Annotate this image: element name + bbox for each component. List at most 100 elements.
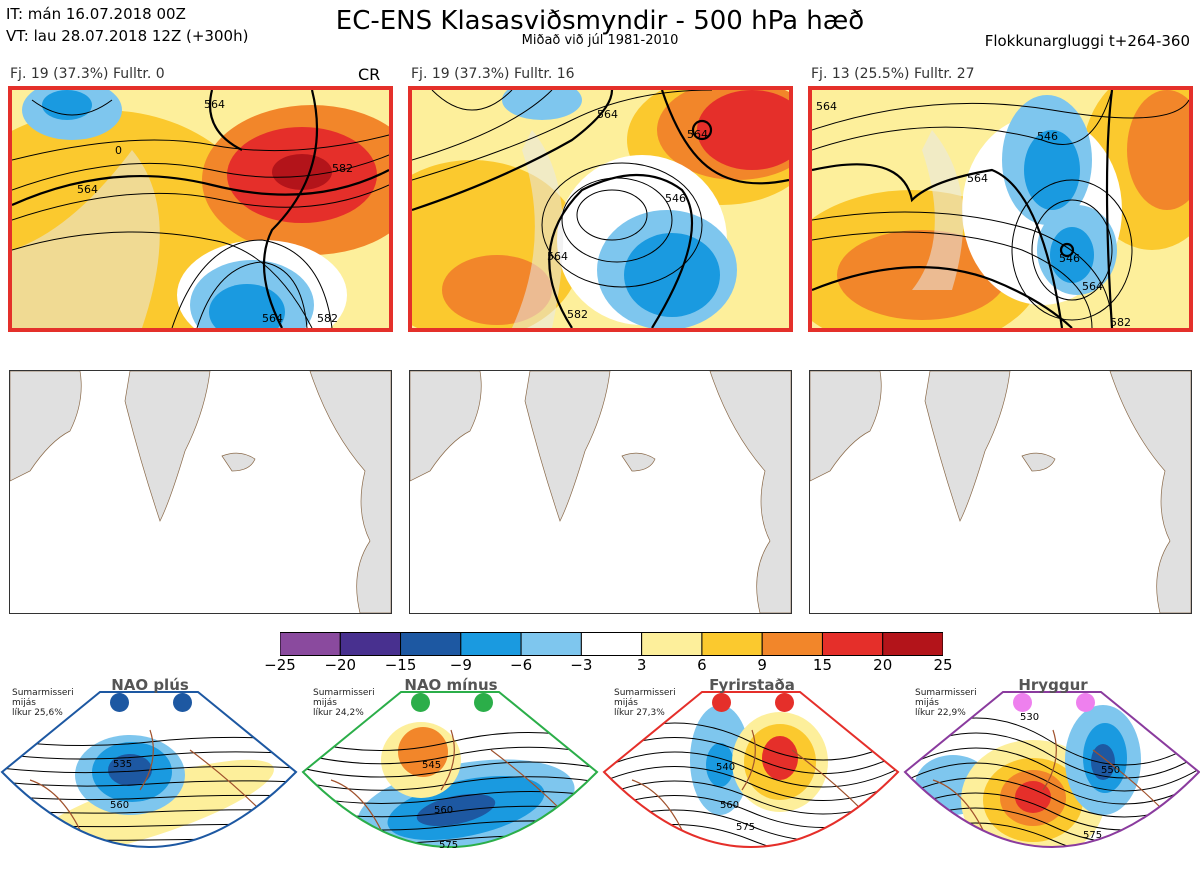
regime-note-line: mijás [915, 698, 939, 708]
height-contour [303, 776, 597, 791]
cluster-map-1: 564 564 582 564 582 0 [8, 86, 393, 332]
land-europe [309, 371, 391, 613]
height-contour [303, 746, 597, 765]
contour-label: 545 [422, 760, 441, 771]
contours [812, 90, 1189, 328]
cluster-map-3-plot: 564 546 564 546 564 582 [812, 90, 1189, 328]
colorbar [279, 632, 944, 656]
land-greenland [924, 371, 1011, 522]
regime-map-3: 540 560 575 [602, 690, 900, 874]
anomaly-area [706, 743, 734, 787]
land-canada [810, 371, 882, 482]
height-contour [303, 790, 597, 805]
land-canada [10, 371, 82, 482]
regime-marker-dot [1013, 693, 1032, 712]
colorbar-tick-label: 25 [933, 656, 953, 674]
contour-label: 564 [597, 108, 618, 121]
basemap-panel-1 [9, 370, 392, 614]
contour-label: 564 [967, 172, 988, 185]
regime-map-plot: 535 560 [0, 691, 298, 848]
regime-map-plot: 540 560 575 [602, 691, 900, 848]
land-iceland [221, 452, 256, 472]
colorbar-swatch [882, 632, 944, 656]
height-contour [2, 780, 296, 787]
regime-frame [602, 691, 900, 848]
contour-label: 560 [434, 805, 453, 816]
page-subtitle: Miðað við júl 1981-2010 [521, 33, 679, 48]
basemap-2-plot [410, 371, 791, 613]
colorbar-tick-label: 6 [697, 656, 707, 674]
colorbar-tick-label: 9 [757, 656, 767, 674]
height-contour [2, 736, 296, 747]
land-greenland [12, 150, 160, 328]
contour-label: 540 [716, 762, 735, 773]
regime-note-line: Sumarmisseri [313, 688, 375, 698]
height-contour [303, 761, 597, 778]
colorbar-swatch [580, 632, 643, 656]
regime-note-line: líkur 25,6% [12, 708, 63, 718]
contour-label: 546 [665, 192, 686, 205]
regime-marker-dot [110, 693, 129, 712]
contour-labels: 564 564 582 564 582 0 [77, 98, 353, 325]
height-contour [905, 762, 1199, 805]
regime-title: NAO mínus [404, 676, 498, 694]
colorbar-swatch [821, 632, 884, 656]
colorbar-tick-label: −15 [384, 656, 417, 674]
clustering-window: Flokkunargluggi t+264-360 [984, 32, 1190, 50]
regime-frame [301, 691, 599, 848]
colorbar-tick-label: −20 [324, 656, 357, 674]
colorbar-swatch [279, 632, 341, 656]
regime-note: Sumarmisseri mijás líkur 25,6% [12, 688, 74, 718]
bold-contours [812, 90, 1114, 328]
regime-title: Fyrirstaða [709, 676, 795, 694]
colorbar-tick-label: −6 [510, 656, 533, 674]
cluster-map-2: 564 564 546 564 582 [408, 86, 793, 332]
regime-note-line: líkur 24,2% [313, 708, 364, 718]
land-europe [1109, 371, 1191, 613]
colorbar-swatch [400, 632, 462, 656]
regime-note-line: líkur 22,9% [915, 708, 966, 718]
colorbar-tick-label: 20 [873, 656, 893, 674]
anomaly-area [398, 727, 448, 777]
contour-label: 575 [736, 822, 755, 833]
cluster-map-3: 564 546 564 546 564 582 [808, 86, 1193, 332]
land-greenland [124, 371, 211, 522]
regime-marker-dot [474, 693, 493, 712]
regime-map-2: 545 560 575 [301, 690, 599, 874]
bold-contours [12, 90, 389, 328]
regime-note: Sumarmisseri mijás líkur 24,2% [313, 688, 375, 718]
regime-note-line: Sumarmisseri [614, 688, 676, 698]
panel-1-caption: Fj. 19 (37.3%) Fulltr. 0 [10, 66, 165, 82]
land-europe [709, 371, 791, 613]
contour-label: 564 [687, 128, 708, 141]
contour-label: 564 [204, 98, 225, 111]
pos-anom-20 [272, 154, 332, 190]
page-title: EC-ENS Klasasviðsmyndir - 500 hPa hæð [335, 6, 865, 36]
anomaly-area [416, 793, 496, 827]
panel-1-tag: CR [358, 65, 381, 84]
height-contour [905, 747, 1199, 792]
contour-label: 582 [317, 312, 338, 325]
neg-anom-6 [624, 233, 720, 317]
neg-anom-6 [1024, 130, 1080, 210]
regime-note-line: Sumarmisseri [915, 688, 977, 698]
basemap-panel-3 [809, 370, 1192, 614]
regime-marker-dot [1076, 693, 1095, 712]
height-contour [604, 737, 898, 774]
contour-label: 582 [567, 308, 588, 321]
regime-note: Sumarmisseri mijás líkur 27,3% [614, 688, 676, 718]
colorbar-swatch [339, 632, 402, 656]
contour-label: 575 [1083, 830, 1102, 841]
regime-note-line: líkur 27,3% [614, 708, 665, 718]
regime-marker-dot [411, 693, 430, 712]
height-contour [604, 766, 898, 801]
land-iceland [1021, 452, 1056, 472]
regime-frame [903, 691, 1200, 848]
panel-2-caption: Fj. 19 (37.3%) Fulltr. 16 [411, 66, 575, 82]
height-contour [2, 794, 296, 801]
vt-line: VT: lau 28.07.2018 12Z (+300h) [6, 27, 249, 45]
land-canada [410, 371, 482, 482]
neg-anom-nw-core [42, 90, 92, 120]
cluster-map-2-plot: 564 564 546 564 582 [412, 90, 789, 328]
anomaly-area [762, 736, 798, 780]
